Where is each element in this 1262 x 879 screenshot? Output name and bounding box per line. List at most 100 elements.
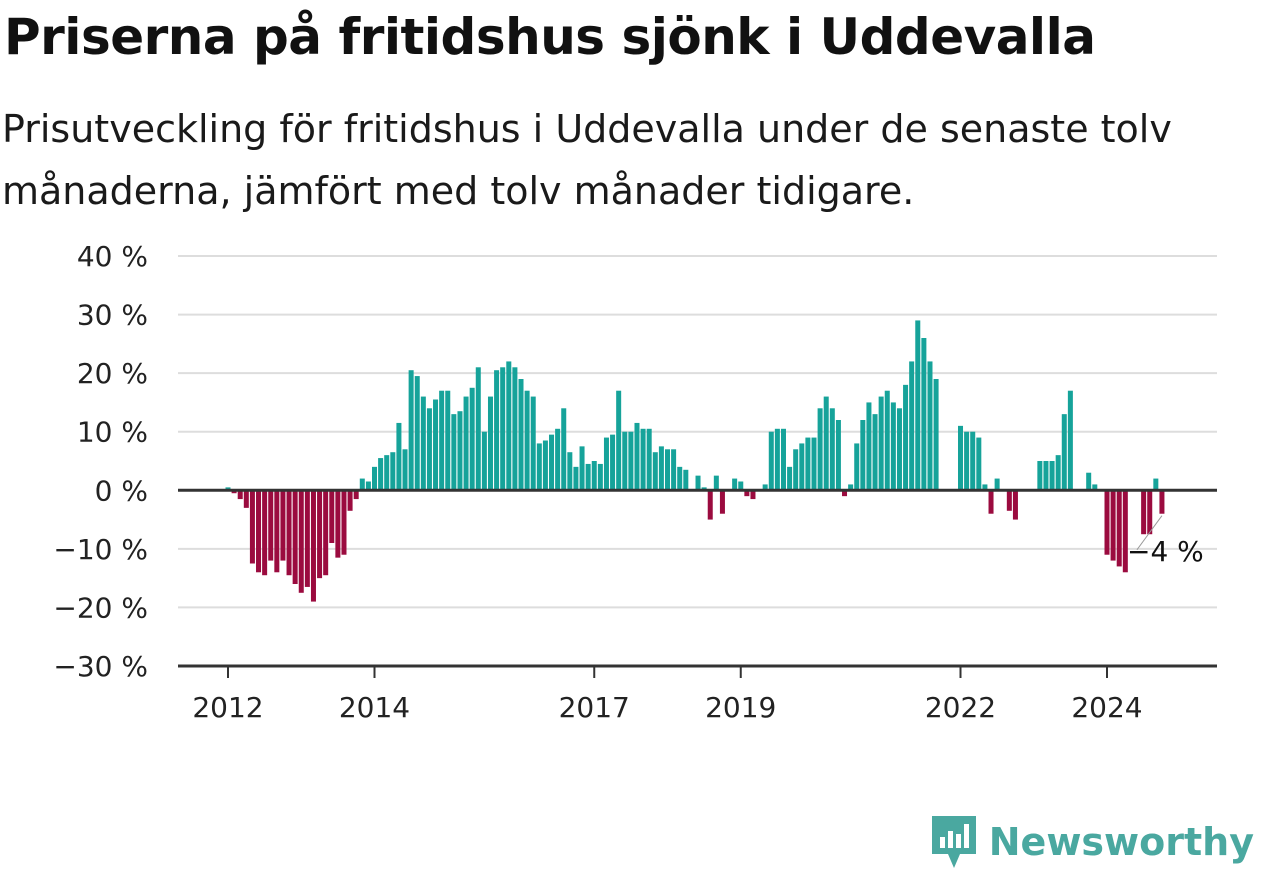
bar <box>298 490 304 593</box>
bar <box>439 390 445 491</box>
brand-name: Newsworthy <box>988 820 1254 864</box>
x-tick-label: 2012 <box>192 691 263 724</box>
bar <box>878 396 884 491</box>
bar <box>982 484 988 491</box>
bar <box>610 434 616 491</box>
bar <box>732 478 738 491</box>
bar <box>1006 490 1012 511</box>
bar <box>994 478 1000 491</box>
bar <box>1012 490 1018 520</box>
bar <box>970 431 976 491</box>
bar <box>353 490 359 500</box>
bar <box>628 431 634 491</box>
bar <box>451 414 457 491</box>
bar <box>738 481 744 491</box>
bar <box>249 490 255 564</box>
bar <box>1104 490 1110 555</box>
bar <box>622 431 628 491</box>
bar <box>286 490 292 576</box>
bar <box>1043 461 1049 491</box>
annotation-leader <box>1136 515 1163 551</box>
bar <box>469 387 475 491</box>
bar <box>603 437 609 491</box>
x-tick-label: 2024 <box>1071 691 1142 724</box>
bar <box>372 466 378 491</box>
bar <box>426 408 432 491</box>
y-tick-label: 20 % <box>77 357 148 390</box>
bar <box>359 478 365 491</box>
bar <box>768 431 774 491</box>
bar <box>555 428 561 491</box>
bar <box>378 458 384 491</box>
bar <box>903 384 909 491</box>
bar <box>921 338 927 491</box>
bar <box>274 490 280 573</box>
newsworthy-logo-icon <box>931 816 976 868</box>
bar <box>518 379 524 491</box>
bar <box>390 452 396 491</box>
bar <box>658 446 664 491</box>
bar <box>323 490 329 576</box>
bar <box>707 490 713 520</box>
bar <box>567 452 573 491</box>
bar <box>1122 490 1128 573</box>
bar <box>365 481 371 491</box>
annotations: −4 % <box>1127 515 1204 568</box>
bar <box>896 408 902 491</box>
bar <box>787 466 793 491</box>
bar <box>329 490 335 543</box>
bar <box>848 484 854 491</box>
chart-title: Priserna på fritidshus sjönk i Uddevalla <box>4 8 1096 66</box>
bar <box>1110 490 1116 561</box>
bar <box>524 390 530 491</box>
bar <box>481 431 487 491</box>
bar <box>719 490 725 514</box>
bar <box>433 399 439 491</box>
bar <box>780 428 786 491</box>
axes <box>178 488 1217 668</box>
bar <box>964 431 970 491</box>
bar <box>805 437 811 491</box>
bar <box>762 484 768 491</box>
bar <box>506 361 512 491</box>
bar <box>243 490 249 508</box>
bar <box>549 434 555 491</box>
x-tick-label: 2017 <box>559 691 630 724</box>
bar <box>579 446 585 491</box>
bar <box>744 490 750 497</box>
bar <box>457 411 463 491</box>
bar <box>1147 490 1153 535</box>
bar <box>292 490 298 584</box>
bar <box>335 490 341 558</box>
bar <box>414 376 420 491</box>
bar <box>1092 484 1098 491</box>
bar <box>561 408 567 491</box>
bar <box>1037 461 1043 491</box>
bar <box>237 490 243 500</box>
bar <box>591 461 597 491</box>
bar <box>280 490 286 561</box>
bar <box>646 428 652 491</box>
bar <box>988 490 994 514</box>
bar <box>494 370 500 491</box>
bar <box>384 455 390 491</box>
bar <box>835 420 841 491</box>
bar <box>1116 490 1122 567</box>
bar <box>829 408 835 491</box>
grid-lines <box>178 255 1217 609</box>
bar <box>256 490 262 573</box>
y-tick-label: 10 % <box>77 416 148 449</box>
bar <box>1141 490 1147 535</box>
y-tick-label: 40 % <box>77 240 148 273</box>
bar <box>842 490 848 497</box>
bar <box>475 367 481 491</box>
bar <box>799 443 805 491</box>
bar-series <box>225 320 1165 602</box>
bar <box>750 490 756 500</box>
x-tick-label: 2019 <box>705 691 776 724</box>
bar <box>408 370 414 491</box>
bar <box>500 367 506 491</box>
bar <box>341 490 347 555</box>
bar <box>1153 478 1159 491</box>
bar <box>1049 461 1055 491</box>
